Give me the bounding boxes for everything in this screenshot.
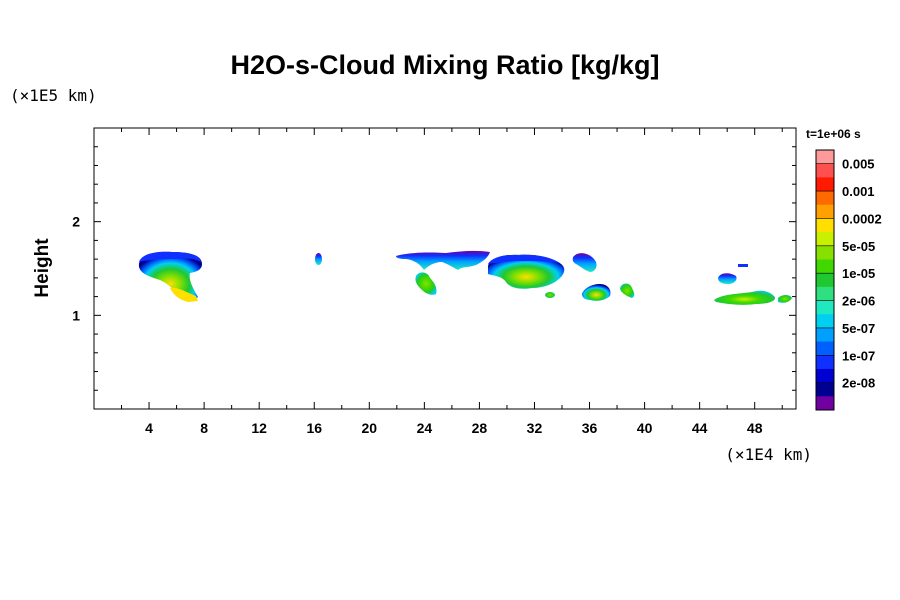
colorbar-frame: [815, 149, 835, 411]
cloud-region-9: [545, 292, 555, 298]
x-tick-label: 12: [251, 420, 267, 436]
colorbar-swatch: [816, 177, 834, 192]
x-unit-label: (×1E4 km): [725, 445, 812, 464]
y-tick-label: 2: [72, 214, 80, 230]
cloud-region-11: [714, 290, 776, 305]
cloud-region-4: [396, 250, 490, 270]
cloud-region-1-top: [139, 251, 201, 262]
colorbar-swatch: [816, 355, 834, 370]
colorbar-swatch: [816, 259, 834, 274]
x-tick-label: 36: [582, 420, 598, 436]
cloud-region-1-tail: [170, 287, 198, 302]
colorbar-swatch: [816, 163, 834, 178]
x-tick-label: 40: [637, 420, 653, 436]
cloud-region-10: [718, 273, 737, 284]
colorbar-label: 0.0002: [842, 211, 882, 226]
cloud-field: [138, 250, 792, 305]
colorbar-label: 0.001: [842, 184, 875, 199]
colorbar-label: 1e-05: [842, 266, 875, 281]
x-axis: 4 8 12 16 20 24 28 32 36 40 44 48: [121, 128, 783, 436]
cloud-region-3: [415, 272, 437, 295]
cloud-region-7: [582, 284, 611, 301]
colorbar-swatch: [816, 218, 834, 233]
cloud-region-1: [138, 251, 202, 301]
x-tick-label: 32: [527, 420, 543, 436]
x-tick-label: 20: [362, 420, 378, 436]
y-axis: 12: [72, 146, 796, 391]
colorbar-swatch: [816, 341, 834, 356]
colorbar-swatch: [816, 273, 834, 288]
colorbar-swatch: [816, 314, 834, 329]
x-tick-label: 24: [417, 420, 433, 436]
colorbar-label: 2e-08: [842, 376, 875, 391]
cloud-region-10b: [738, 264, 748, 267]
colorbar-label: 1e-07: [842, 348, 875, 363]
chart-title: H2O-s-Cloud Mixing Ratio [kg/kg]: [231, 50, 660, 80]
colorbar-label: 2e-06: [842, 294, 875, 309]
plot-frame: [93, 127, 797, 410]
cloud-region-8: [620, 283, 635, 298]
x-tick-label: 28: [472, 420, 488, 436]
colorbar-swatch: [816, 191, 834, 206]
x-tick-label: 4: [145, 420, 153, 436]
colorbar-label: 0.005: [842, 157, 875, 172]
colorbar-swatch: [816, 396, 834, 411]
x-tick-label: 44: [692, 420, 708, 436]
y-axis-label: Height: [32, 238, 53, 298]
cloud-region-5-top: [488, 254, 560, 264]
cloud-region-2: [315, 253, 322, 265]
y-tick-label: 1: [72, 307, 80, 323]
y-unit-label: (×1E5 km): [10, 86, 97, 105]
colorbar-label: 5e-05: [842, 239, 875, 254]
colorbar-swatch: [816, 286, 834, 302]
colorbar-swatch: [816, 368, 834, 384]
cloud-region-6: [572, 253, 597, 272]
colorbar-swatch: [816, 245, 834, 260]
cloud-region-12: [778, 295, 792, 303]
colorbar-swatch: [816, 204, 834, 219]
time-label: t=1e+06 s: [806, 127, 861, 141]
cloud-region-5: [488, 254, 565, 289]
x-tick-label: 16: [306, 420, 322, 436]
colorbar-label: 5e-07: [842, 321, 875, 336]
colorbar-swatch: [816, 232, 834, 247]
colorbar-swatch: [816, 150, 834, 165]
colorbar-swatch: [816, 300, 834, 315]
colorbar: 0.005 0.001 0.0002 5e-05 1e-05 2e-06 5e-07 1e-0…: [815, 149, 882, 411]
colorbar-swatch: [816, 327, 834, 343]
x-tick-label: 8: [200, 420, 208, 436]
colorbar-swatch: [816, 382, 834, 397]
x-tick-label: 48: [747, 420, 763, 436]
